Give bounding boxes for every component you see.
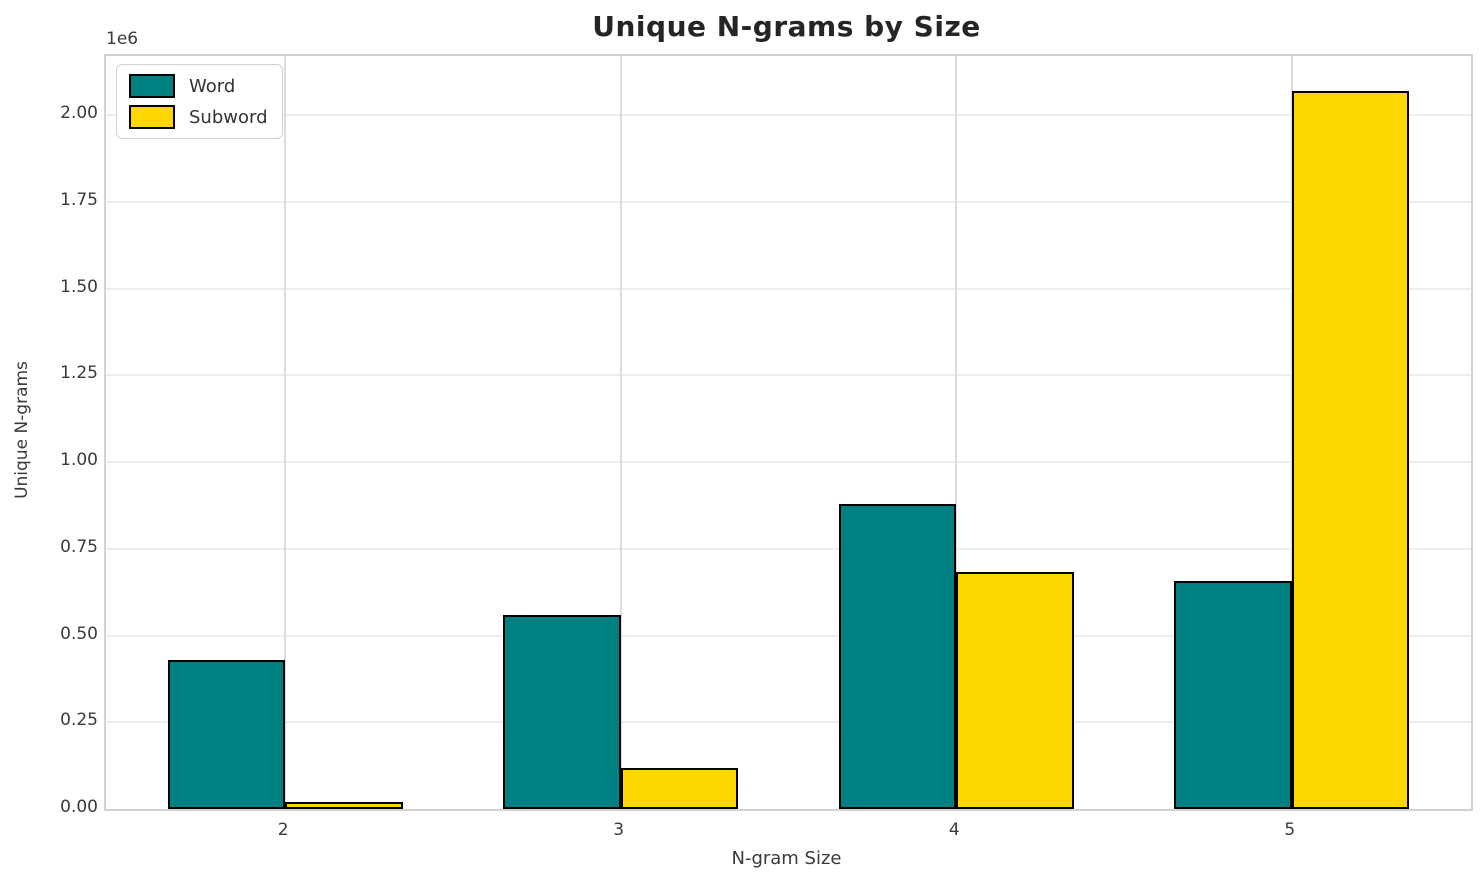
- y-tick-label: 1.75: [60, 190, 98, 211]
- plot-area: Word Subword: [104, 54, 1473, 811]
- y-gridline: [106, 547, 1471, 550]
- y-gridline: [106, 374, 1471, 377]
- y-gridline: [106, 721, 1471, 724]
- y-tick-label: 2.00: [60, 103, 98, 124]
- bar-subword-4: [956, 572, 1074, 809]
- legend-item-word: Word: [129, 74, 268, 98]
- x-gridline: [619, 56, 622, 809]
- bar-word-5: [1174, 581, 1292, 809]
- y-tick-label: 1.50: [60, 276, 98, 297]
- y-gridline: [106, 461, 1471, 464]
- chart-title: Unique N-grams by Size: [592, 10, 981, 43]
- legend-swatch-word: [129, 74, 175, 98]
- y-tick-label: 0.00: [60, 797, 98, 817]
- legend-label: Word: [189, 75, 236, 97]
- bar-subword-2: [285, 802, 403, 809]
- y-axis-offset-text: 1e6: [106, 29, 139, 49]
- x-axis-label: N-gram Size: [731, 848, 842, 869]
- bar-word-2: [167, 659, 286, 809]
- legend-label: Subword: [189, 106, 268, 128]
- x-tick-label: 4: [948, 820, 960, 840]
- bar-word-3: [503, 614, 621, 809]
- legend-item-subword: Subword: [129, 105, 268, 129]
- bar-subword-5: [1291, 91, 1410, 809]
- y-tick-label: 0.75: [60, 536, 98, 557]
- y-tick-label: 0.50: [60, 623, 98, 644]
- x-tick-label: 2: [277, 820, 289, 840]
- bar-word-4: [838, 504, 957, 809]
- legend: Word Subword: [116, 64, 283, 139]
- y-gridline: [106, 287, 1471, 290]
- legend-swatch-subword: [129, 105, 175, 129]
- y-tick-label: 1.25: [60, 363, 98, 384]
- y-gridline: [106, 114, 1471, 117]
- x-tick-label: 5: [1284, 820, 1296, 840]
- y-tick-label: 1.00: [60, 450, 98, 471]
- x-gridline: [955, 56, 958, 809]
- bar-subword-3: [620, 768, 739, 809]
- y-tick-label: 0.25: [60, 710, 98, 731]
- y-gridline: [106, 634, 1471, 637]
- x-tick-label: 3: [613, 820, 625, 840]
- y-gridline: [106, 201, 1471, 204]
- x-gridline: [284, 56, 287, 809]
